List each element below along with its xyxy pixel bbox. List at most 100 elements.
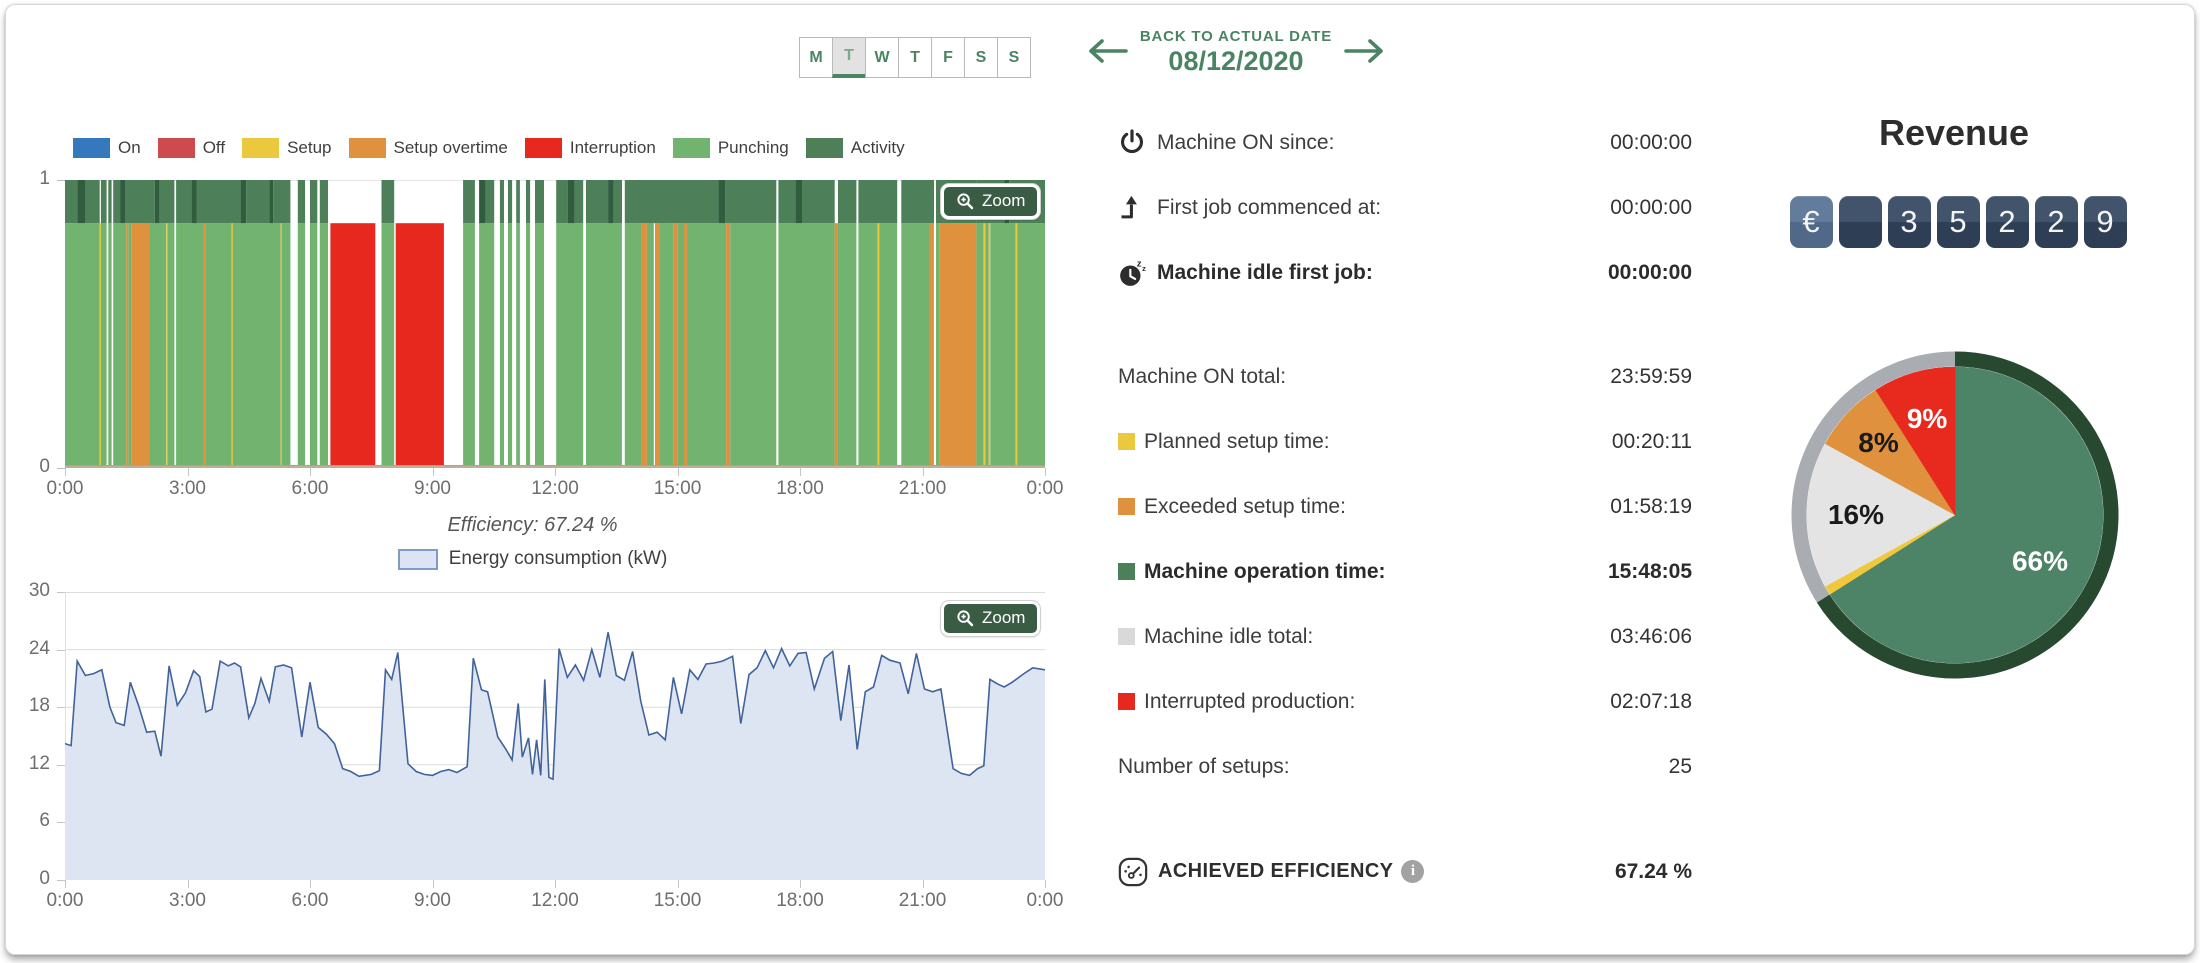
tick-mark bbox=[57, 880, 65, 881]
tick-mark bbox=[800, 880, 801, 888]
tick-mark bbox=[57, 764, 65, 766]
legend-swatch bbox=[348, 138, 386, 158]
legend-label: Activity bbox=[850, 138, 905, 157]
tick-mark bbox=[65, 880, 66, 888]
legend-item-interruption: Interruption bbox=[524, 138, 656, 158]
day-tab-6-S[interactable]: S bbox=[997, 37, 1031, 78]
energy-legend-label: Energy consumption (kW) bbox=[448, 548, 668, 569]
stat-row-number-of-setups: Number of setups: 25 bbox=[1118, 734, 1692, 799]
energy-y-tick-label: 18 bbox=[28, 695, 50, 717]
legend-swatch bbox=[73, 138, 110, 158]
tick-mark bbox=[187, 468, 189, 476]
energy-x-tick-label: 0:00 bbox=[46, 890, 84, 911]
magnifier-plus-icon bbox=[957, 609, 974, 626]
stat-value: 15:48:05 bbox=[1607, 559, 1692, 583]
energy-zoom-button[interactable]: Zoom bbox=[941, 601, 1041, 636]
revenue-currency-tile: € bbox=[1789, 196, 1833, 248]
tick-mark bbox=[432, 880, 434, 888]
timeline-y-tick-label: 1 bbox=[39, 168, 50, 189]
efficiency-note: Efficiency: 67.24 % bbox=[447, 514, 618, 536]
day-tab-5-S[interactable]: S bbox=[964, 37, 998, 78]
tick-mark bbox=[57, 180, 65, 181]
gauge-icon bbox=[1118, 857, 1148, 887]
legend-label: Interruption bbox=[569, 138, 656, 157]
stat-value: 23:59:59 bbox=[1610, 364, 1692, 388]
status-swatch bbox=[1118, 693, 1135, 710]
legend-item-setup: Setup bbox=[242, 138, 332, 158]
stat-label: Machine ON since: bbox=[1157, 130, 1335, 154]
revenue-title: Revenue bbox=[1878, 112, 2030, 153]
status-swatch bbox=[1118, 628, 1135, 645]
tick-mark bbox=[65, 468, 66, 476]
stat-label: Machine operation time: bbox=[1144, 559, 1386, 583]
day-tab-4-F[interactable]: F bbox=[931, 37, 965, 78]
status-swatch bbox=[1118, 563, 1135, 580]
date-navigation: BACK TO ACTUAL DATE 08/12/2020 bbox=[1082, 28, 1390, 77]
stat-label: Machine idle total: bbox=[1144, 624, 1314, 648]
achieved-efficiency-row: ACHIEVED EFFICIENCY i 67.24 % bbox=[1118, 839, 1692, 904]
timeline-y-tick-label: 0 bbox=[39, 456, 50, 477]
stat-value: 00:20:11 bbox=[1611, 429, 1692, 453]
tick-mark bbox=[555, 468, 556, 476]
revenue-blank-tile bbox=[1838, 196, 1882, 248]
pie-label-machine-idle: 16% bbox=[1828, 499, 1884, 530]
tick-mark bbox=[310, 880, 311, 888]
day-tab-3-T[interactable]: T bbox=[898, 37, 932, 78]
energy-legend: Energy consumption (kW) bbox=[65, 548, 1000, 570]
energy-y-tick-label: 6 bbox=[39, 810, 50, 832]
pie-label-interruption: 9% bbox=[1907, 403, 1948, 434]
timeline-zoom-button[interactable]: Zoom bbox=[941, 184, 1041, 219]
achieved-efficiency-label: ACHIEVED EFFICIENCY bbox=[1158, 860, 1394, 882]
stat-row-exceeded-setup-time: Exceeded setup time: 01:58:19 bbox=[1118, 474, 1692, 539]
timeline-x-tick-label: 9:00 bbox=[414, 478, 451, 499]
tick-mark bbox=[677, 880, 679, 888]
timeline-x-tick-label: 21:00 bbox=[898, 478, 947, 499]
energy-x-tick-label: 9:00 bbox=[414, 890, 451, 911]
pie-label-machine-operation: 66% bbox=[2012, 546, 2068, 577]
timeline-x-tick-label: 3:00 bbox=[169, 478, 206, 499]
energy-y-tick-label: 30 bbox=[28, 580, 50, 601]
current-date: 08/12/2020 bbox=[1168, 46, 1304, 76]
previous-day-arrow-icon[interactable] bbox=[1082, 33, 1132, 72]
energy-x-tick-label: 15:00 bbox=[653, 890, 702, 911]
tick-mark bbox=[57, 707, 65, 709]
energy-x-tick-label: 18:00 bbox=[776, 890, 824, 911]
energy-x-tick-label: 21:00 bbox=[898, 890, 947, 911]
zoom-button-label: Zoom bbox=[982, 608, 1026, 627]
back-to-actual-date[interactable]: BACK TO ACTUAL DATE 08/12/2020 bbox=[1132, 28, 1340, 77]
tick-mark bbox=[677, 468, 679, 476]
info-icon[interactable]: i bbox=[1401, 860, 1425, 883]
next-day-arrow-icon[interactable] bbox=[1340, 33, 1390, 72]
stat-row-planned-setup-time: Planned setup time: 00:20:11 bbox=[1118, 409, 1692, 474]
tick-mark bbox=[432, 468, 434, 476]
stat-value: 00:00:00 bbox=[1610, 195, 1692, 219]
timeline-x-tick-label: 0:00 bbox=[1026, 478, 1064, 499]
revenue-digit-tile: 3 bbox=[1887, 196, 1931, 248]
energy-y-tick-label: 12 bbox=[28, 752, 50, 774]
status-swatch bbox=[1118, 433, 1135, 450]
day-tab-1-T[interactable]: T bbox=[832, 37, 866, 78]
tick-mark bbox=[922, 880, 924, 888]
tick-mark bbox=[922, 468, 924, 476]
timeline-x-tick-label: 15:00 bbox=[653, 478, 702, 499]
legend-label: Setup bbox=[287, 138, 332, 157]
legend-label: Setup overtime bbox=[393, 138, 508, 157]
energy-x-tick-label: 3:00 bbox=[169, 890, 206, 911]
day-tab-0-M[interactable]: M bbox=[799, 37, 833, 78]
back-to-actual-date-label[interactable]: BACK TO ACTUAL DATE bbox=[1139, 28, 1333, 45]
stat-row-interrupted-production: Interrupted production: 02:07:18 bbox=[1118, 669, 1692, 734]
tick-mark bbox=[800, 468, 801, 476]
stat-value: 02:07:18 bbox=[1610, 689, 1692, 713]
tick-mark bbox=[1045, 468, 1046, 476]
timeline-x-tick-label: 6:00 bbox=[291, 478, 329, 499]
stat-row-machine-operation-time: Machine operation time: 15:48:05 bbox=[1118, 539, 1692, 604]
energy-x-tick-label: 12:00 bbox=[531, 890, 579, 911]
achieved-efficiency-value: 67.24 % bbox=[1614, 859, 1692, 883]
day-tab-2-W[interactable]: W bbox=[865, 37, 899, 78]
legend-item-punching: Punching bbox=[672, 138, 789, 158]
stat-label: Planned setup time: bbox=[1144, 429, 1330, 453]
energy-legend-swatch bbox=[397, 548, 438, 570]
legend-label: On bbox=[118, 138, 141, 157]
